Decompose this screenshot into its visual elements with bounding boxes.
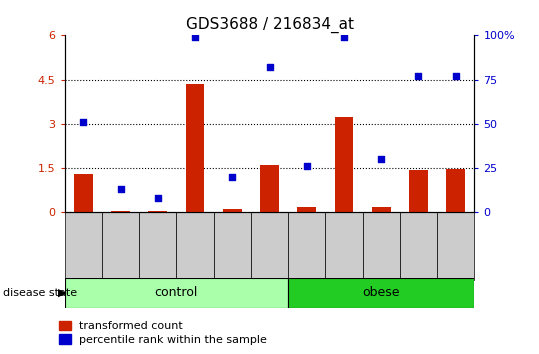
Bar	[111, 211, 130, 212]
Point	[228, 174, 237, 180]
Text: obese: obese	[362, 286, 400, 299]
Bar	[148, 211, 167, 212]
Legend: transformed count, percentile rank within the sample: transformed count, percentile rank withi…	[59, 321, 267, 345]
Point	[116, 187, 125, 192]
FancyBboxPatch shape	[363, 212, 400, 280]
Bar	[260, 165, 279, 212]
FancyBboxPatch shape	[288, 278, 474, 308]
FancyBboxPatch shape	[400, 212, 437, 280]
FancyBboxPatch shape	[213, 212, 251, 280]
Point	[191, 34, 199, 40]
Point	[79, 119, 88, 125]
Bar	[223, 210, 241, 212]
FancyBboxPatch shape	[139, 212, 176, 280]
Bar	[372, 206, 391, 212]
Bar	[186, 84, 204, 212]
Point	[377, 156, 385, 162]
Bar	[335, 116, 353, 212]
Text: disease state: disease state	[3, 288, 77, 298]
Bar	[298, 206, 316, 212]
Title: GDS3688 / 216834_at: GDS3688 / 216834_at	[185, 16, 354, 33]
Bar	[409, 170, 428, 212]
Point	[340, 34, 348, 40]
Text: ▶: ▶	[58, 288, 67, 298]
Bar	[74, 174, 93, 212]
FancyBboxPatch shape	[176, 212, 213, 280]
FancyBboxPatch shape	[102, 212, 139, 280]
FancyBboxPatch shape	[65, 278, 288, 308]
Text: control: control	[155, 286, 198, 299]
Point	[265, 64, 274, 70]
FancyBboxPatch shape	[251, 212, 288, 280]
FancyBboxPatch shape	[65, 212, 102, 280]
FancyBboxPatch shape	[437, 212, 474, 280]
Bar	[446, 169, 465, 212]
Point	[154, 195, 162, 201]
Point	[451, 73, 460, 79]
FancyBboxPatch shape	[326, 212, 363, 280]
FancyBboxPatch shape	[288, 212, 326, 280]
Point	[302, 164, 311, 169]
Point	[414, 73, 423, 79]
